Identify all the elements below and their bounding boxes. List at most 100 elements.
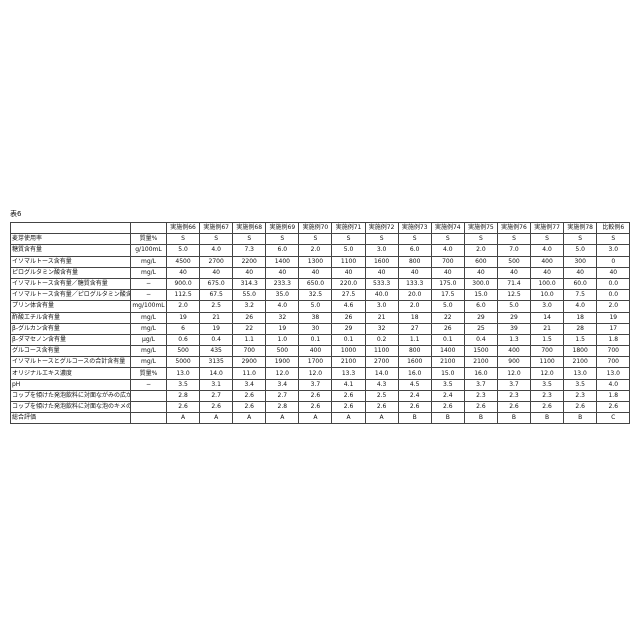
value-cell: 700 <box>597 346 630 357</box>
row-label: プリン体含有量 <box>11 301 131 312</box>
value-cell: 71.4 <box>497 278 530 289</box>
value-cell: 0.1 <box>332 334 365 345</box>
value-cell: 1.8 <box>597 334 630 345</box>
unit-cell: mg/L <box>131 312 167 323</box>
value-cell: 2700 <box>365 357 398 368</box>
value-cell: 40 <box>266 267 299 278</box>
value-cell: 実施例77 <box>531 223 564 234</box>
value-cell: 0.4 <box>200 334 233 345</box>
value-cell: 2.7 <box>266 390 299 401</box>
value-cell: 2.0 <box>464 245 497 256</box>
value-cell: 7.5 <box>564 290 597 301</box>
value-cell: 133.3 <box>398 278 431 289</box>
value-cell: 32 <box>266 312 299 323</box>
value-cell: 2.0 <box>299 245 332 256</box>
value-cell: 2.0 <box>167 301 200 312</box>
unit-cell: 質量% <box>131 234 167 245</box>
value-cell: 40 <box>365 267 398 278</box>
value-cell: 650.0 <box>299 278 332 289</box>
value-cell: 5000 <box>167 357 200 368</box>
value-cell: 400 <box>497 346 530 357</box>
value-cell: 40 <box>597 267 630 278</box>
row-label: 麦芽使用率 <box>11 234 131 245</box>
value-cell: 40 <box>398 267 431 278</box>
value-cell: 500 <box>167 346 200 357</box>
value-cell: 6.0 <box>266 245 299 256</box>
value-cell: S <box>332 234 365 245</box>
value-cell: 2100 <box>332 357 365 368</box>
value-cell: 実施例71 <box>332 223 365 234</box>
unit-cell: mg/L <box>131 267 167 278</box>
value-cell: 4.0 <box>531 245 564 256</box>
table-row: ピログルタミン酸含有量mg/L4040404040404040404040404… <box>11 267 630 278</box>
value-cell: 実施例78 <box>564 223 597 234</box>
value-cell: 5.0 <box>431 301 464 312</box>
value-cell: 11.0 <box>233 368 266 379</box>
value-cell: S <box>531 234 564 245</box>
value-cell: 14.0 <box>365 368 398 379</box>
value-cell: 2.6 <box>531 402 564 413</box>
value-cell: 2.6 <box>233 390 266 401</box>
value-cell: 400 <box>299 346 332 357</box>
value-cell: 3.0 <box>365 245 398 256</box>
value-cell: 18 <box>398 312 431 323</box>
table-title: 表6 <box>10 209 21 219</box>
value-cell: 実施例70 <box>299 223 332 234</box>
value-cell: 300 <box>564 256 597 267</box>
value-cell: 13.0 <box>167 368 200 379</box>
value-cell: 2.8 <box>266 402 299 413</box>
value-cell: 1400 <box>266 256 299 267</box>
table-row: 麦芽使用率質量%SSSSSSSSSSSSSS <box>11 234 630 245</box>
row-label: イソマルトースとグルコースの合計含有量 <box>11 357 131 368</box>
unit-cell <box>131 402 167 413</box>
value-cell: 実施例68 <box>233 223 266 234</box>
value-cell: 29 <box>464 312 497 323</box>
value-cell: 4.0 <box>597 379 630 390</box>
value-cell: 5.0 <box>332 245 365 256</box>
value-cell: 1.1 <box>233 334 266 345</box>
unit-cell: mg/L <box>131 256 167 267</box>
value-cell: 2.6 <box>233 402 266 413</box>
value-cell: 1.3 <box>497 334 530 345</box>
row-label: 酢酸エチル含有量 <box>11 312 131 323</box>
value-cell: 1100 <box>332 256 365 267</box>
value-cell: B <box>431 413 464 424</box>
value-cell: 35.0 <box>266 290 299 301</box>
value-cell: 40 <box>332 267 365 278</box>
value-cell: S <box>233 234 266 245</box>
value-cell: 500 <box>266 346 299 357</box>
value-cell: S <box>200 234 233 245</box>
value-cell: 4.1 <box>332 379 365 390</box>
row-label: β-ダマセノン含有量 <box>11 334 131 345</box>
value-cell: 3.5 <box>431 379 464 390</box>
row-label: イソマルトース含有量 <box>11 256 131 267</box>
value-cell: 3135 <box>200 357 233 368</box>
value-cell: S <box>167 234 200 245</box>
value-cell: 26 <box>233 312 266 323</box>
value-cell: 0.1 <box>431 334 464 345</box>
value-cell: S <box>299 234 332 245</box>
value-cell: 29 <box>332 323 365 334</box>
row-label: コップを傾けた発泡飲料に対面ながみの広がる時間の評価 <box>11 390 131 401</box>
value-cell: 39 <box>497 323 530 334</box>
value-cell: 4.6 <box>332 301 365 312</box>
value-cell: 2.3 <box>531 390 564 401</box>
value-cell: 21 <box>531 323 564 334</box>
row-label: 総合評価 <box>11 413 131 424</box>
value-cell: 実施例69 <box>266 223 299 234</box>
value-cell: 2.6 <box>398 402 431 413</box>
value-cell: 533.3 <box>365 278 398 289</box>
value-cell: 2.4 <box>398 390 431 401</box>
value-cell: 比較例6 <box>597 223 630 234</box>
value-cell: 1300 <box>299 256 332 267</box>
value-cell: 1100 <box>365 346 398 357</box>
value-cell: 2.0 <box>597 301 630 312</box>
value-cell: 6 <box>167 323 200 334</box>
value-cell: 2.6 <box>332 390 365 401</box>
value-cell: 21 <box>365 312 398 323</box>
value-cell: A <box>299 413 332 424</box>
value-cell: 実施例67 <box>200 223 233 234</box>
value-cell: 3.0 <box>597 245 630 256</box>
value-cell: 60.0 <box>564 278 597 289</box>
value-cell: 2900 <box>233 357 266 368</box>
